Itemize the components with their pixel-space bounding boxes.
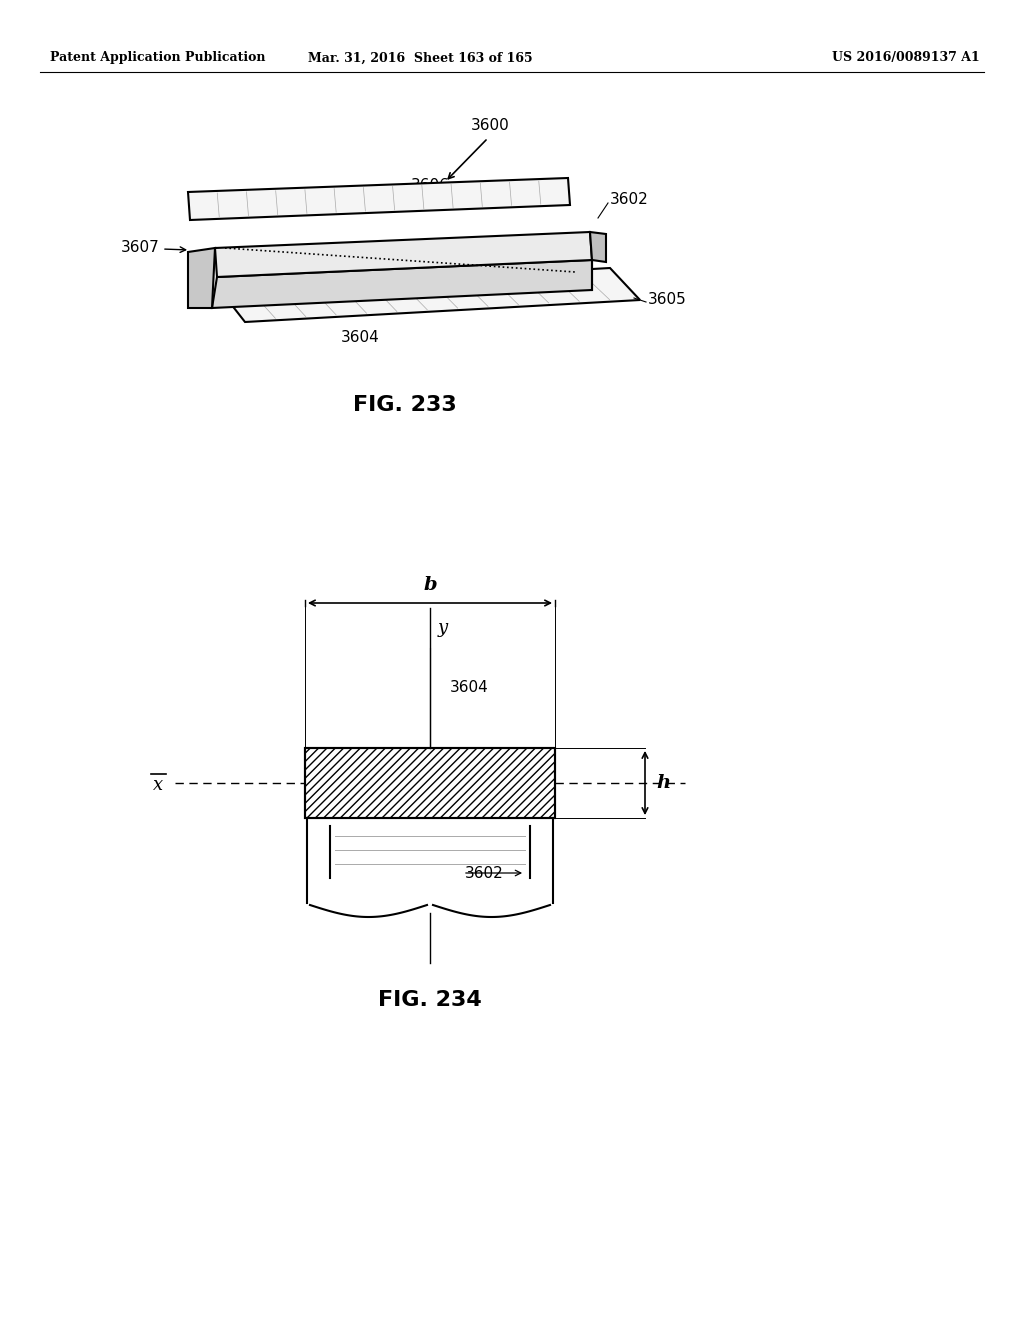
Text: x: x — [153, 776, 163, 795]
Polygon shape — [188, 178, 570, 220]
Polygon shape — [215, 232, 592, 277]
Bar — [305, 748, 555, 818]
Polygon shape — [212, 260, 592, 308]
Text: 3607: 3607 — [121, 240, 160, 256]
Text: US 2016/0089137 A1: US 2016/0089137 A1 — [833, 51, 980, 65]
Text: b: b — [423, 576, 437, 594]
Text: 3600: 3600 — [471, 117, 509, 132]
Polygon shape — [590, 232, 606, 261]
Text: 3606: 3606 — [411, 177, 450, 193]
Text: Mar. 31, 2016  Sheet 163 of 165: Mar. 31, 2016 Sheet 163 of 165 — [307, 51, 532, 65]
Text: h: h — [656, 774, 670, 792]
Text: 3605: 3605 — [648, 293, 687, 308]
Bar — [305, 748, 555, 818]
Text: 3602: 3602 — [610, 193, 649, 207]
Text: Patent Application Publication: Patent Application Publication — [50, 51, 265, 65]
Polygon shape — [188, 248, 215, 308]
Text: 3604: 3604 — [341, 330, 379, 346]
Text: 3602: 3602 — [465, 866, 504, 880]
Text: FIG. 233: FIG. 233 — [353, 395, 457, 414]
Text: 3604: 3604 — [450, 681, 488, 696]
Polygon shape — [220, 268, 640, 322]
Text: y: y — [438, 619, 449, 638]
Text: FIG. 234: FIG. 234 — [378, 990, 482, 1010]
